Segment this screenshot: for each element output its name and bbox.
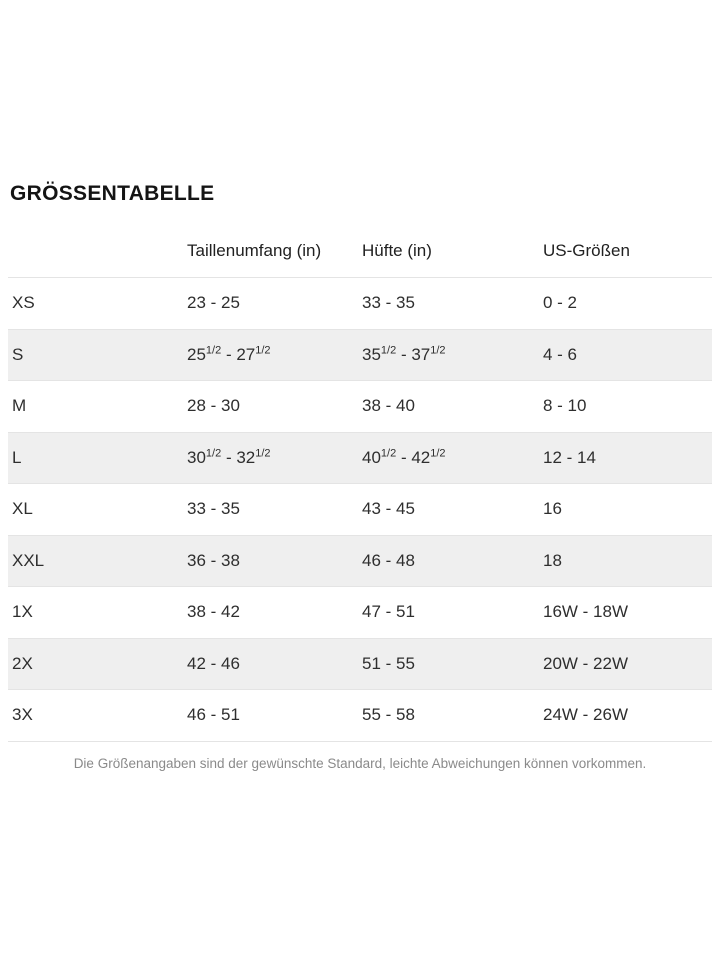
cell-hip: 33 - 35: [362, 293, 415, 313]
cell-size: 3X: [12, 705, 33, 725]
cell-us: 24W - 26W: [543, 705, 629, 725]
table-row-2x: 2X 42 - 46 51 - 55 20W - 22W: [8, 637, 712, 689]
cell-size: 2X: [12, 653, 33, 673]
table-row-s: S 251/2 - 271/2 351/2 - 371/2 4 - 6: [8, 328, 712, 380]
cell-size: 1X: [12, 602, 33, 622]
cell-us: 20W - 22W: [543, 653, 629, 673]
cell-size: XS: [12, 293, 35, 313]
cell-size: S: [12, 344, 24, 364]
header-us-sizes: US-Größen: [543, 241, 630, 260]
size-table: Taillenumfang (in) Hüfte (in) US-Größen …: [8, 225, 712, 742]
cell-waist: 38 - 42: [187, 602, 240, 622]
table-row-m: M 28 - 30 38 - 40 8 - 10: [8, 380, 712, 432]
table-row-xl: XL 33 - 35 43 - 45 16: [8, 483, 712, 535]
table-row-xxl: XXL 36 - 38 46 - 48 18: [8, 534, 712, 586]
table-row-l: L 301/2 - 321/2 401/2 - 421/2 12 - 14: [8, 431, 712, 483]
cell-hip: 401/2 - 421/2: [362, 447, 446, 467]
cell-hip: 351/2 - 371/2: [362, 344, 446, 364]
cell-waist: 23 - 25: [187, 293, 240, 313]
cell-hip: 51 - 55: [362, 653, 415, 673]
cell-hip: 46 - 48: [362, 550, 415, 570]
table-header-row: Taillenumfang (in) Hüfte (in) US-Größen: [8, 225, 712, 277]
table-row-xs: XS 23 - 25 33 - 35 0 - 2: [8, 277, 712, 329]
cell-us: 12 - 14: [543, 447, 596, 467]
cell-us: 8 - 10: [543, 396, 587, 416]
cell-waist: 36 - 38: [187, 550, 240, 570]
cell-hip: 38 - 40: [362, 396, 415, 416]
cell-us: 16W - 18W: [543, 602, 629, 622]
cell-waist: 301/2 - 321/2: [187, 447, 271, 467]
cell-us: 0 - 2: [543, 293, 578, 313]
header-hip: Hüfte (in): [362, 241, 432, 260]
page-title: GRÖSSENTABELLE: [10, 182, 215, 205]
cell-us: 18: [543, 550, 562, 570]
cell-size: XL: [12, 499, 33, 519]
cell-us: 16: [543, 499, 562, 519]
cell-hip: 43 - 45: [362, 499, 415, 519]
cell-size: L: [12, 447, 22, 467]
cell-waist: 42 - 46: [187, 653, 240, 673]
cell-size: XXL: [12, 550, 45, 570]
header-waist: Taillenumfang (in): [187, 241, 322, 260]
cell-waist: 46 - 51: [187, 705, 240, 725]
table-row-1x: 1X 38 - 42 47 - 51 16W - 18W: [8, 586, 712, 638]
cell-hip: 55 - 58: [362, 705, 415, 725]
cell-us: 4 - 6: [543, 344, 578, 364]
cell-size: M: [12, 396, 27, 416]
footnote: Die Größenangaben sind der gewünschte St…: [73, 755, 647, 771]
cell-hip: 47 - 51: [362, 602, 415, 622]
cell-waist: 251/2 - 271/2: [187, 344, 271, 364]
table-row-3x: 3X 46 - 51 55 - 58 24W - 26W: [8, 689, 712, 741]
cell-waist: 28 - 30: [187, 396, 240, 416]
cell-waist: 33 - 35: [187, 499, 240, 519]
